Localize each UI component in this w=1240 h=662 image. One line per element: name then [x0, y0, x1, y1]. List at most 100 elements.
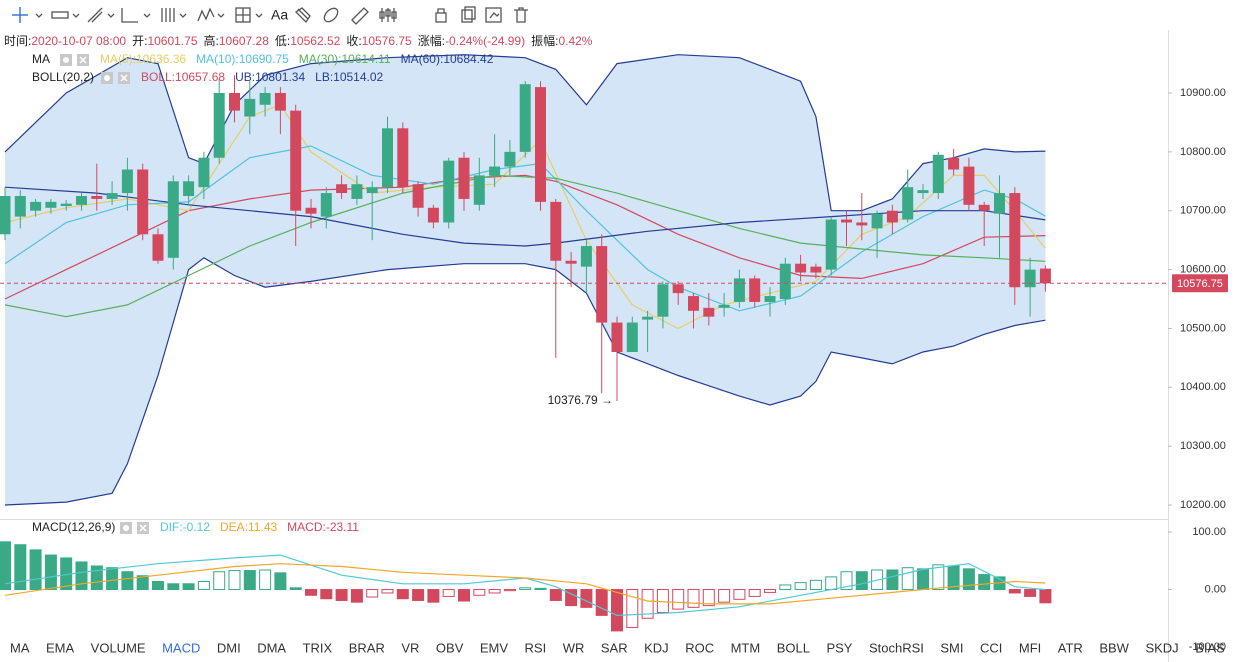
- indicator-tab[interactable]: EMV: [480, 640, 509, 655]
- indicator-tab[interactable]: PSY: [826, 640, 852, 655]
- indicator-tab[interactable]: BIAS: [1195, 640, 1225, 655]
- snapshot-tool[interactable]: [485, 7, 502, 23]
- candle-body: [336, 184, 348, 194]
- indicator-tab[interactable]: RSI: [525, 640, 547, 655]
- candle-tool[interactable]: [379, 8, 397, 22]
- candle-body: [779, 263, 791, 300]
- indicator-tab[interactable]: WR: [563, 640, 585, 655]
- y-tick-label: 10900.00: [1180, 87, 1226, 99]
- copy-tool[interactable]: [461, 6, 476, 23]
- measure-tool[interactable]: [235, 7, 263, 23]
- candle-body: [412, 184, 424, 208]
- indicator-tabs: MA EMA VOLUME MACD DMI DMA TRIX BRAR VR OBV EMV RSI…: [0, 636, 1225, 662]
- indicator-tab[interactable]: KDJ: [644, 640, 669, 655]
- info-label: 涨幅:: [418, 33, 445, 48]
- candle-body: [596, 246, 608, 323]
- macd-bar: [519, 587, 532, 591]
- info-label: 收:: [346, 34, 361, 48]
- legend-title: MACD(12,26,9): [32, 520, 115, 534]
- ruler-tool[interactable]: [351, 7, 369, 25]
- candle-body: [320, 193, 332, 217]
- candle-body: [963, 166, 975, 205]
- candle-body: [14, 196, 26, 217]
- candle-body: [229, 92, 240, 111]
- magnet-tool[interactable]: [294, 7, 311, 24]
- macd-bar: [335, 589, 348, 601]
- settings-icon-dot: [123, 525, 129, 531]
- macd-bar: [412, 589, 425, 601]
- candle-body: [504, 151, 516, 167]
- macd-bar: [289, 587, 302, 591]
- macd-bar: [228, 570, 241, 591]
- boll-line: [4, 54, 1046, 212]
- macd-bar: [243, 570, 256, 591]
- indicator-tab[interactable]: CCI: [980, 640, 1002, 655]
- candle-body: [305, 207, 317, 214]
- legend-title: BOLL(20,2): [32, 70, 94, 84]
- indicator-tab[interactable]: DMA: [257, 640, 286, 655]
- fib-tool[interactable]: [161, 8, 187, 22]
- indicator-tab[interactable]: ROC: [685, 640, 714, 655]
- candle-body: [642, 316, 654, 320]
- indicator-tab[interactable]: BOLL: [777, 640, 810, 655]
- candle-body: [626, 322, 638, 352]
- candle-body: [535, 87, 546, 202]
- indicator-tab[interactable]: VOLUME: [91, 640, 146, 655]
- candle-body: [244, 98, 256, 117]
- indicator-tab[interactable]: BRAR: [349, 640, 385, 655]
- line-tool[interactable]: [51, 11, 80, 19]
- macd-bar: [978, 574, 991, 591]
- indicator-tab[interactable]: EMA: [46, 640, 75, 655]
- info-value: 2020-10-07 08:00: [31, 34, 126, 48]
- info-label: 振幅:: [531, 33, 558, 48]
- close-icon-x: [79, 56, 87, 64]
- text-tool[interactable]: Aa: [271, 7, 288, 23]
- toolbar: Aa: [12, 6, 528, 25]
- angle-tool[interactable]: [121, 8, 151, 23]
- last-price-label: 10576.75: [1177, 278, 1223, 290]
- macd-bar: [121, 571, 134, 591]
- candle-body: [886, 210, 898, 223]
- candle-body: [825, 219, 837, 270]
- candle-body: [1039, 268, 1051, 284]
- candle-body: [749, 278, 761, 302]
- macd-bar: [825, 576, 838, 591]
- info-label: 低:: [275, 34, 290, 48]
- indicator-tab[interactable]: MFI: [1019, 640, 1041, 655]
- info-label: 开:: [132, 34, 147, 48]
- crosshair-tool[interactable]: [12, 7, 43, 23]
- indicator-tab[interactable]: StochRSI: [869, 640, 924, 655]
- candle-body: [764, 296, 776, 302]
- legend-entry: MACD:-23.11: [287, 520, 359, 534]
- candle-body: [795, 263, 807, 273]
- candle-body: [259, 92, 271, 105]
- candle-body: [60, 203, 72, 207]
- indicator-tab[interactable]: SAR: [601, 640, 628, 655]
- indicator-tab[interactable]: TRIX: [303, 640, 333, 655]
- indicator-tab[interactable]: DMI: [217, 640, 241, 655]
- indicator-tab[interactable]: ATR: [1058, 640, 1083, 655]
- candle-body: [198, 157, 210, 188]
- y-tick-label: 10800.00: [1180, 146, 1226, 158]
- indicator-tab[interactable]: BBW: [1099, 640, 1129, 655]
- indicator-tab[interactable]: MA: [10, 640, 30, 655]
- macd-bar: [14, 544, 27, 591]
- macd-bar: [595, 589, 608, 616]
- indicator-tab[interactable]: SMI: [940, 640, 963, 655]
- indicator-tab[interactable]: MTM: [731, 640, 761, 655]
- channel-tool[interactable]: [87, 7, 115, 23]
- wave-tool[interactable]: [197, 7, 225, 22]
- ma-line: [4, 145, 1046, 312]
- indicator-tab[interactable]: SKDJ: [1145, 640, 1178, 655]
- indicator-tab[interactable]: VR: [401, 640, 419, 655]
- macd-bar: [152, 580, 164, 591]
- link-tool[interactable]: [322, 6, 340, 24]
- y-tick-label: 10700.00: [1180, 205, 1226, 217]
- delete-tool[interactable]: [514, 7, 528, 23]
- lock-tool[interactable]: [435, 8, 447, 23]
- macd-bar: [1008, 589, 1021, 594]
- indicator-tab[interactable]: OBV: [436, 640, 464, 655]
- y-tick-label: 10300.00: [1180, 440, 1226, 452]
- indicator-tab[interactable]: MACD: [162, 640, 200, 655]
- info-label: 高:: [204, 33, 219, 48]
